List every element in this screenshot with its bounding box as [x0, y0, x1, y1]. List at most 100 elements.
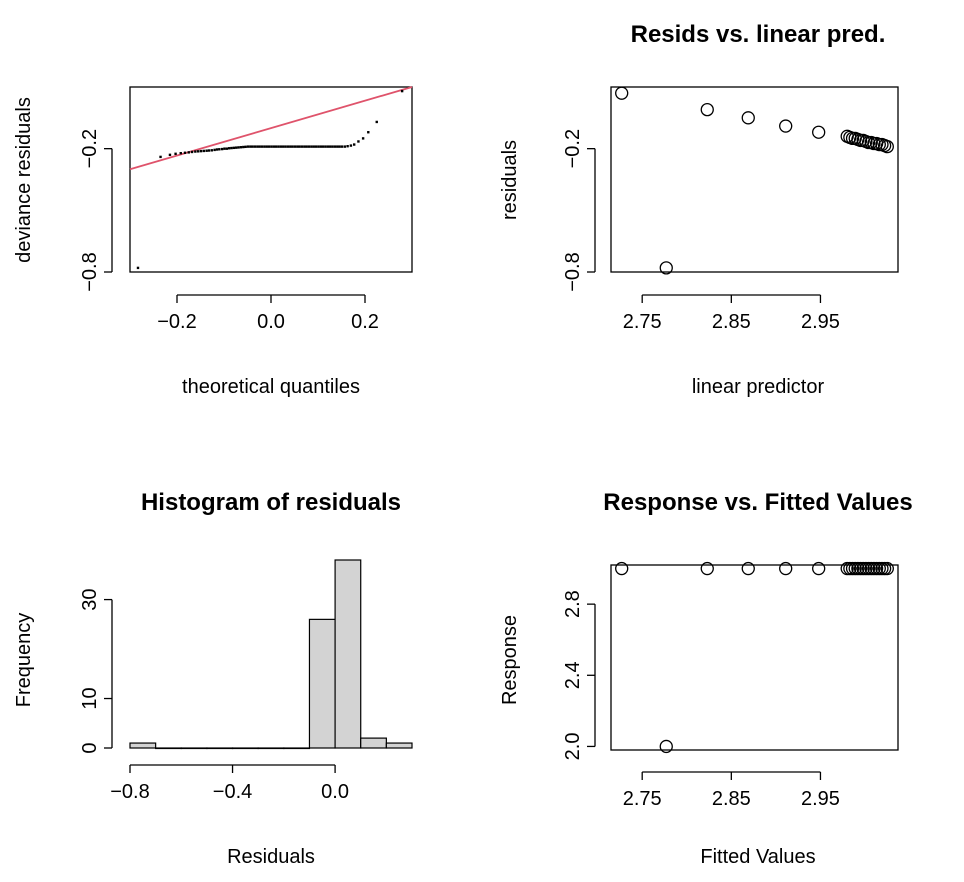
qq-plot-point	[215, 148, 219, 151]
resid-vs-linpred-plot-area: 2.75 2.85 2.95 −0.8 −0.2	[562, 86, 899, 333]
response-vs-fitted-panel: Response vs. Fitted Values 2.75 2.85 2.952…	[499, 489, 913, 868]
response-vs-fitted-point	[880, 561, 894, 576]
qq-plot-x-tick-label: 0.0	[257, 311, 285, 333]
residual-histogram-y-axis-title: Frequency	[13, 613, 35, 708]
qq-plot-point	[310, 145, 313, 148]
qq-plot-point	[349, 144, 353, 147]
residual-histogram-x-tick-label: −0.8	[110, 781, 149, 803]
qq-plot-point	[244, 145, 247, 149]
qq-plot-point	[289, 145, 292, 148]
residual-histogram-y-tick-label: 10	[79, 687, 101, 709]
resid-vs-linpred-point	[700, 102, 714, 117]
qq-plot-point	[305, 145, 308, 148]
qq-plot-point	[279, 145, 283, 148]
qq-plot-point	[207, 149, 211, 152]
resid-vs-linpred-point	[615, 86, 629, 100]
qq-plot-point	[307, 145, 311, 148]
resid-vs-linpred-panel: Resids vs. linear pred. 2.75 2.85 2.95 −0.8…	[499, 21, 899, 398]
qq-plot-point	[225, 147, 229, 150]
qq-plot-point	[213, 148, 216, 152]
qq-plot-point	[277, 145, 280, 148]
resid-vs-linpred-x-tick-label: 2.75	[623, 311, 662, 333]
response-vs-fitted-y-axis-title: Response	[499, 615, 521, 705]
qq-plot-point	[317, 145, 320, 148]
qq-plot-point	[300, 145, 304, 148]
qq-plot-point	[286, 145, 290, 148]
qq-plot-point	[220, 147, 224, 151]
qq-plot-point	[183, 151, 187, 154]
response-vs-fitted-x-axis-title: Fitted Values	[700, 846, 815, 868]
qq-plot-point	[293, 145, 297, 148]
qq-plot-point	[205, 149, 208, 152]
residual-histogram-x-tick-label: 0.0	[321, 781, 349, 803]
qq-plot-point	[367, 131, 370, 134]
qq-plot-point	[361, 137, 365, 140]
qq-plot-point	[159, 155, 162, 159]
qq-plot-panel: −0.2 0.0 0.2 −0.8 −0.2 theoretical quantiles…	[13, 86, 413, 398]
qq-plot-point	[265, 145, 268, 148]
response-vs-fitted-point	[615, 561, 629, 576]
qq-plot-frame	[129, 86, 413, 273]
qq-plot-point	[346, 145, 349, 148]
qq-plot-point	[136, 266, 140, 270]
response-vs-fitted-title: Response vs. Fitted Values	[603, 489, 912, 516]
residual-histogram-panel: Histogram of residuals −0.8 −0.4 0.001030 …	[13, 489, 413, 868]
qq-plot-point	[270, 145, 273, 148]
response-vs-fitted-x-tick-label: 2.75	[623, 788, 662, 810]
qq-plot-point	[174, 152, 177, 156]
qq-plot-point	[168, 153, 172, 157]
residual-histogram-bar	[180, 747, 208, 750]
resid-vs-linpred-point	[812, 125, 826, 139]
residual-histogram-bar	[334, 559, 362, 749]
qq-plot-y-tick-label: −0.8	[79, 252, 101, 291]
residual-histogram-bar	[283, 747, 311, 750]
qq-plot-point	[298, 145, 301, 148]
qq-plot-point	[331, 145, 334, 148]
qq-plot-point	[251, 145, 254, 148]
qq-plot-point	[227, 147, 231, 150]
qq-plot-point	[336, 145, 339, 148]
qq-plot-point	[223, 147, 226, 150]
qq-plot-point	[314, 145, 318, 148]
residual-histogram-bar	[360, 737, 387, 749]
qq-plot-y-axis-title: deviance residuals	[13, 97, 35, 263]
qq-plot-point	[199, 149, 203, 153]
qq-plot-point	[256, 145, 259, 148]
residual-histogram-x-axis-title: Residuals	[227, 846, 315, 868]
qq-plot-point	[333, 145, 337, 148]
qq-plot-point	[253, 145, 257, 148]
resid-vs-linpred-y-tick-label: −0.2	[562, 129, 584, 168]
response-vs-fitted-x-tick-label: 2.95	[801, 788, 840, 810]
residual-histogram-y-tick-label: 30	[79, 588, 101, 610]
qq-plot-point	[319, 145, 323, 148]
response-vs-fitted-y-tick-label: 2.4	[562, 661, 584, 689]
residual-histogram-bar	[129, 742, 157, 749]
qq-plot-x-axis-title: theoretical quantiles	[182, 376, 360, 398]
residual-histogram-bar	[257, 747, 285, 750]
qq-plot-point	[296, 145, 299, 148]
qq-plot-point	[357, 140, 360, 143]
qq-plot-point	[343, 145, 346, 148]
qq-plot-point	[210, 149, 213, 152]
qq-plot-x-tick-label: −0.2	[157, 311, 196, 333]
qq-plot-reference-line	[129, 86, 413, 171]
resid-vs-linpred-y-tick-label: −0.8	[562, 252, 584, 291]
qq-plot-point	[329, 145, 332, 148]
qq-plot-point	[340, 145, 344, 148]
resid-vs-linpred-title: Resids vs. linear pred.	[631, 21, 886, 48]
qq-plot-point	[274, 145, 278, 148]
response-vs-fitted-point	[659, 739, 673, 754]
response-vs-fitted-y-tick-label: 2.8	[562, 590, 584, 618]
qq-plot-point	[284, 145, 287, 148]
qq-plot-point	[263, 145, 266, 148]
qq-plot-point	[246, 145, 250, 148]
qq-plot-point	[202, 149, 205, 153]
qq-plot-point	[326, 145, 330, 148]
qq-plot-point	[321, 145, 325, 148]
response-vs-fitted-frame	[610, 564, 899, 751]
resid-vs-linpred-y-axis-title: residuals	[499, 140, 521, 220]
resid-vs-linpred-point	[659, 261, 673, 275]
residual-histogram-title: Histogram of residuals	[141, 489, 401, 516]
residual-histogram-bar	[308, 618, 336, 749]
